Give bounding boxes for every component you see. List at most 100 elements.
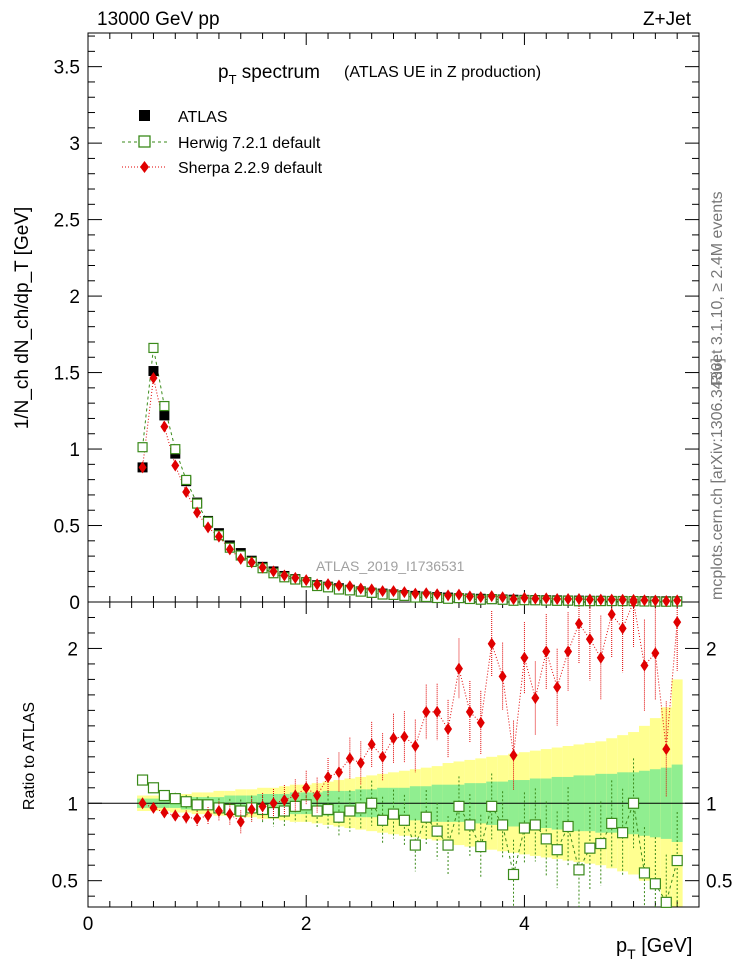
sherpa-ratio-point [280,794,289,807]
sherpa-ratio-point [258,800,267,813]
herwig-ratio-point [453,800,465,812]
y-tick-label-top: 0.5 [54,517,80,538]
sherpa-point [138,461,147,474]
sherpa-ratio-point [182,811,191,824]
sherpa-ratio-point [204,809,213,822]
herwig-ratio-point [202,799,214,811]
herwig-ratio-point [398,814,411,826]
sherpa-ratio-point [673,616,682,629]
sherpa-point [454,588,463,601]
sherpa-point [553,593,562,606]
chart-title: pT spectrum [218,62,320,87]
herwig-ratio-point [431,825,443,837]
sherpa-point [509,592,518,605]
legend-herwig-label: Herwig 7.2.1 default [178,135,321,152]
herwig-ratio-point [322,803,334,816]
y-tick-label-ratio: 2 [67,639,78,660]
sherpa-ratio-point [607,608,616,621]
sherpa-ratio-point [465,705,474,718]
herwig-point [148,342,159,354]
sherpa-ratio-point [334,766,343,779]
herwig-ratio-point [333,811,345,823]
sherpa-ratio-point [542,645,551,658]
sherpa-ratio-point [411,739,420,752]
herwig-ratio-point [551,844,563,856]
sherpa-point [498,591,507,604]
sherpa-ratio-point [291,789,300,802]
sherpa-point [149,371,158,384]
title-p: p [218,62,229,83]
sherpa-ratio-point [640,659,649,672]
herwig-ratio-point [595,837,607,850]
sherpa-point [345,580,354,593]
y-tick-label-top: 3.5 [54,58,80,79]
herwig-ratio-point [540,833,552,845]
herwig-ratio-point [507,868,520,881]
herwig-ratio-point [158,789,170,802]
sherpa-point [204,521,213,534]
herwig-ratio-point [497,819,509,831]
sherpa-point [673,594,682,607]
herwig-ratio-point [420,811,432,823]
herwig-ratio-point [518,822,531,834]
y-tick-label-top: 3 [69,134,80,155]
herwig-ratio-point [627,797,640,809]
sherpa-ratio-point [553,681,562,694]
sherpa-point [542,592,551,605]
y-tick-label-top: 1.5 [54,364,80,385]
herwig-ratio-point [136,774,149,786]
sherpa-ratio-point [509,749,518,762]
herwig-ratio-point [649,878,661,890]
sherpa-ratio-point [269,797,278,810]
sherpa-ratio-point [454,662,463,675]
legend-atlas-label: ATLAS [178,109,228,126]
sherpa-point [378,585,387,598]
herwig-ratio-point [573,864,585,876]
sherpa-point [236,552,245,565]
y-tick-label-ratio: 0.5 [52,872,78,893]
sherpa-ratio-point [236,815,245,828]
header-left-label: 13000 GeV pp [97,9,220,30]
sherpa-ratio-point [487,637,496,650]
atlas-point [159,410,170,421]
sherpa-ratio-point [345,752,354,765]
sherpa-ratio-point [433,705,442,718]
herwig-ratio-point [638,867,651,879]
sherpa-point [400,586,409,599]
sherpa-ratio-point [444,722,453,735]
y-tick-label-ratio: 1 [67,794,78,815]
herwig-ratio-point [376,814,389,826]
sherpa-ratio-point [629,596,638,608]
y-axis-label-top: 1/N_ch dN_ch/dp_T [GeV] [12,207,33,430]
sherpa-ratio-point [149,801,158,814]
sherpa-point [193,506,202,519]
sherpa-point [596,593,605,606]
sherpa-point [433,588,442,601]
sherpa-point [313,578,322,591]
xlabel-rest: [GeV] [636,935,693,957]
sherpa-point [214,530,223,543]
sherpa-ratio-point [225,808,234,821]
xlabel-subscript: T [627,946,636,962]
sherpa-ratio-point [247,803,256,816]
sherpa-ratio-point [651,647,660,660]
herwig-ratio-point [464,819,476,831]
sherpa-ratio-point [400,730,409,743]
y-tick-label-ratio-right: 1 [706,794,717,815]
x-axis-label: pT [GeV] [616,935,692,962]
herwig-ratio-point [409,839,421,851]
herwig-ratio-point [311,805,323,817]
legend-atlas-marker [139,110,150,121]
rivet-label: Rivet 3.1.10, ≥ 2.4M events [709,191,726,386]
legend-sherpa-label: Sherpa 2.2.9 default [178,160,323,177]
herwig-point [181,474,192,486]
sherpa-point [574,593,583,606]
y-tick-label-top: 2.5 [54,211,80,232]
sherpa-ratio-point [564,645,573,658]
sherpa-ratio-point [498,670,507,683]
herwig-ratio-point [387,808,400,820]
sherpa-point [618,593,627,606]
herwig-ratio-point [671,854,683,867]
title-subscript: T [229,72,237,87]
sherpa-ratio-point [171,809,180,822]
